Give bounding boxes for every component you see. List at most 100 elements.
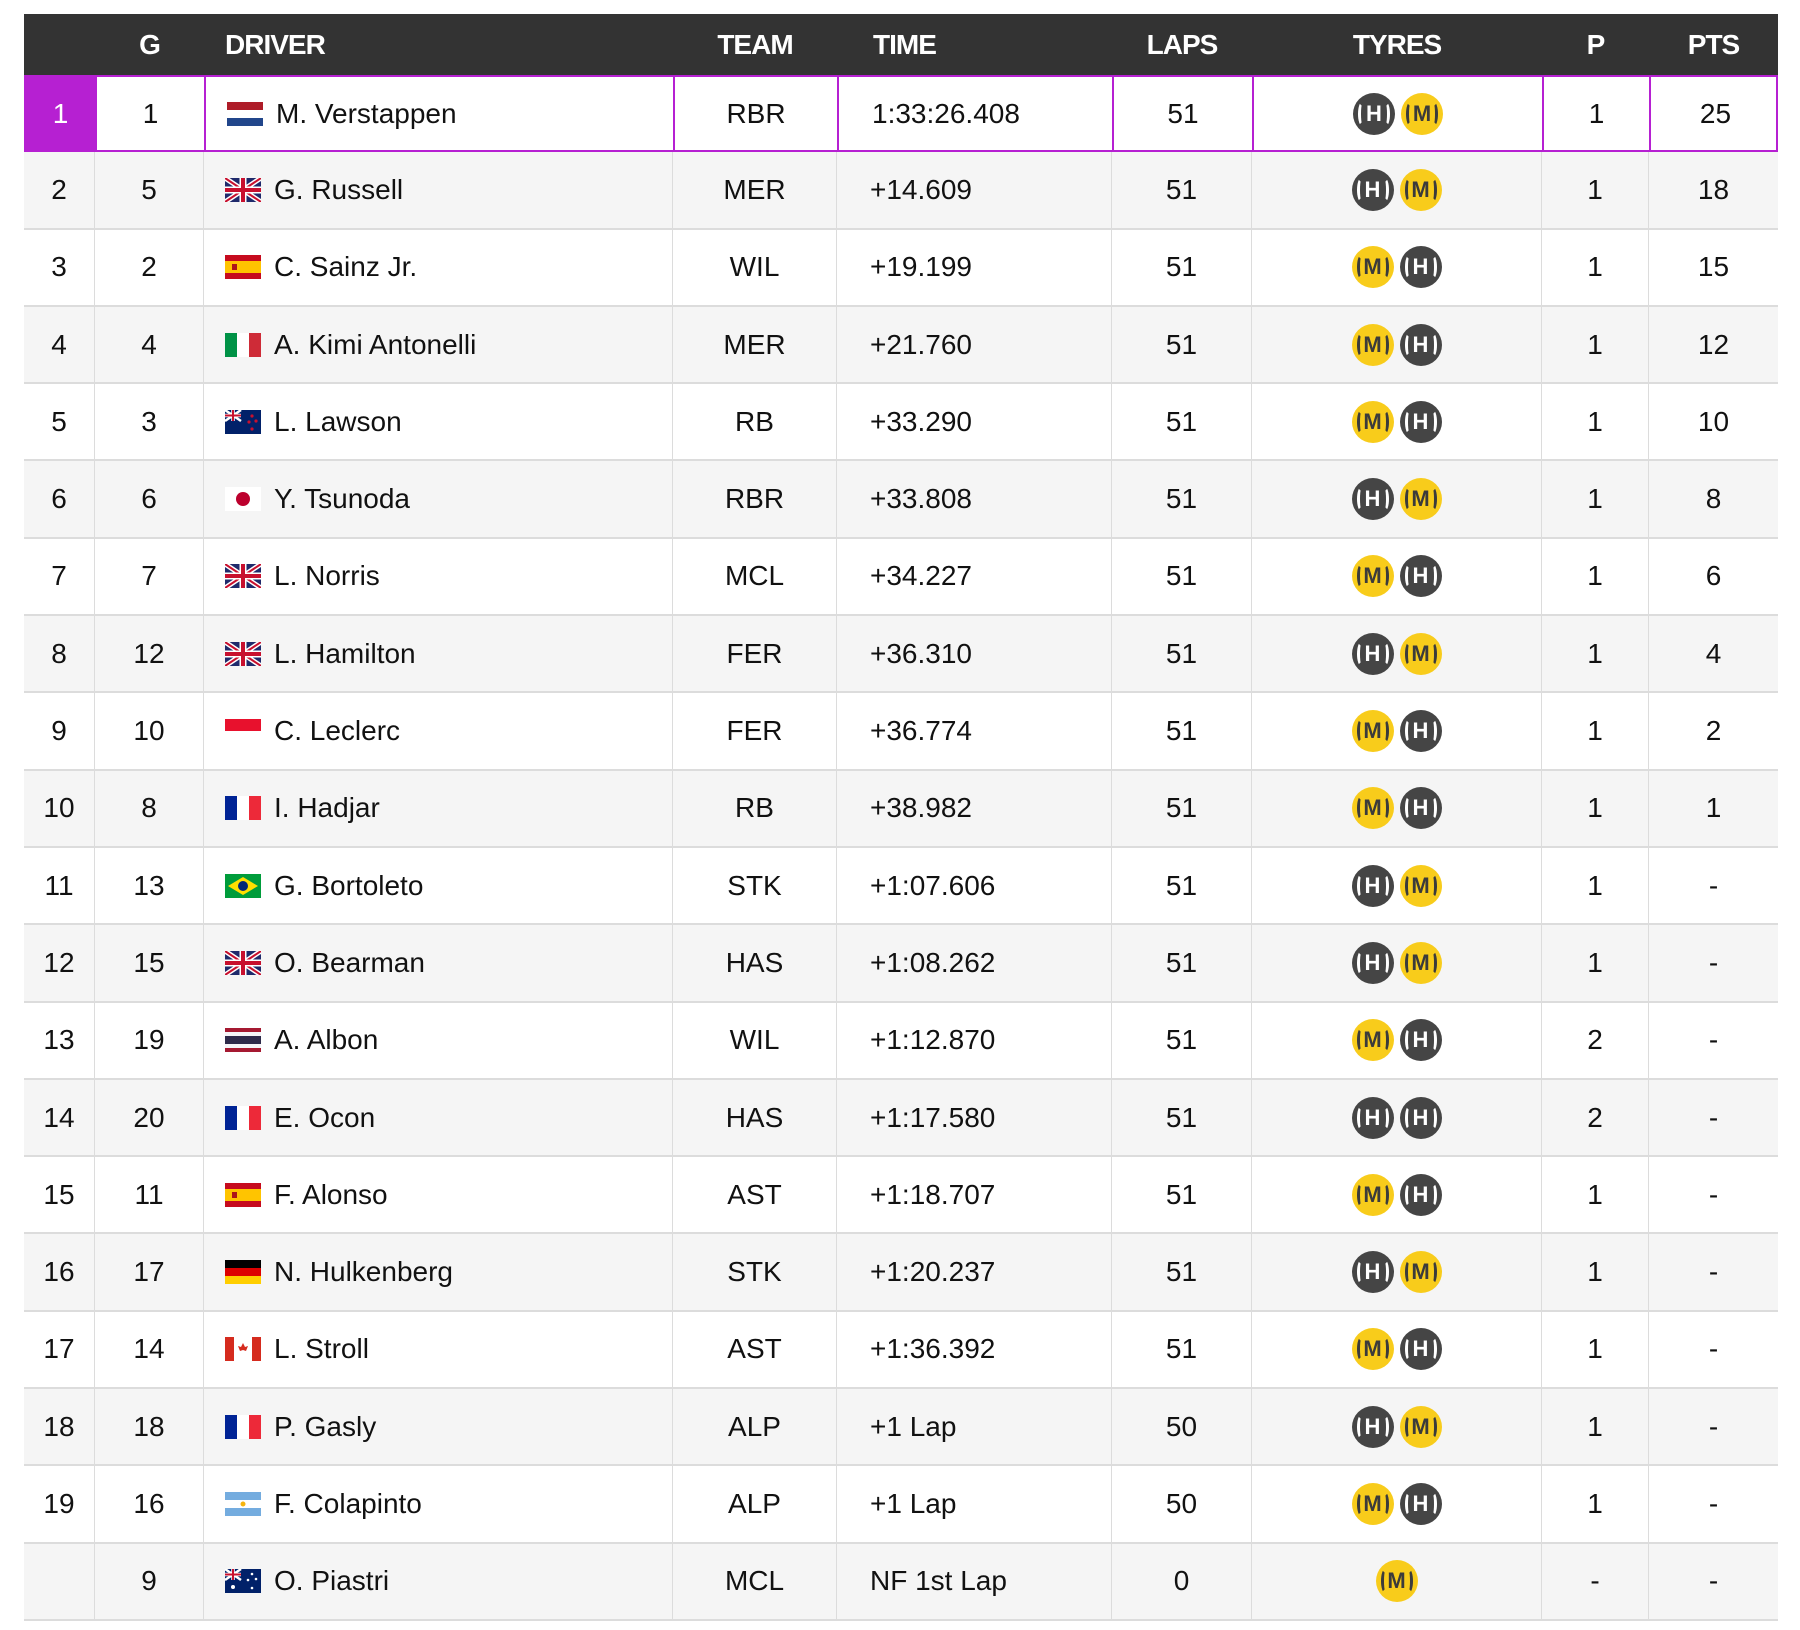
flag-fr-icon xyxy=(225,1105,261,1130)
laps: 51 xyxy=(1112,925,1252,1001)
points: - xyxy=(1708,1487,1719,1519)
table-row[interactable]: 3 2 C. Sainz Jr. WIL +19.199 51 M H 1 15 xyxy=(24,229,1778,307)
driver-name[interactable]: E. Ocon xyxy=(274,1101,376,1133)
driver-cell: Y. Tsunoda xyxy=(204,461,673,537)
pit-stops: 1 xyxy=(1542,1157,1649,1233)
driver-name[interactable]: Y. Tsunoda xyxy=(274,483,410,515)
laps: 51 xyxy=(1112,770,1252,846)
grid-position: 13 xyxy=(95,847,204,924)
driver-name[interactable]: F. Colapinto xyxy=(274,1487,422,1519)
table-row[interactable]: 18 18 P. Gasly ALP +1 Lap 50 H M 1- xyxy=(24,1389,1778,1467)
flag-ca-icon xyxy=(225,1337,261,1362)
flag-jp-icon xyxy=(225,487,261,512)
medium-tyre-icon: M xyxy=(1351,1173,1394,1216)
driver-name[interactable]: P. Gasly xyxy=(274,1410,377,1442)
header-pits[interactable]: P xyxy=(1586,28,1606,60)
pit-stops: 1 xyxy=(1542,1389,1649,1465)
table-row[interactable]: 16 17 N. Hulkenberg STK +1:20.237 51 H M 1- xyxy=(24,1234,1778,1312)
driver-name[interactable]: G. Russell xyxy=(274,173,404,205)
medium-tyre-icon: M xyxy=(1399,168,1442,211)
table-row[interactable]: 19 16 F. Colapinto ALP +1 Lap 50 M H 1- xyxy=(24,1466,1778,1544)
medium-tyre-icon: M xyxy=(1351,555,1394,598)
header-time[interactable]: TIME xyxy=(873,28,937,60)
driver-name[interactable]: L. Stroll xyxy=(274,1333,369,1365)
driver-name[interactable]: O. Piastri xyxy=(274,1565,390,1597)
table-row[interactable]: 8 12 L. Hamilton FER +36.310 51 H M 1 4 xyxy=(24,616,1778,694)
driver-name[interactable]: I. Hadjar xyxy=(274,792,380,824)
table-row[interactable]: 7 7 L. Norris MCL +34.227 51 M H 1 6 xyxy=(24,538,1778,617)
driver-name[interactable]: M. Verstappen xyxy=(276,97,457,129)
table-row[interactable]: 17 14 L. Stroll AST +1:36.392 51 M H 1- xyxy=(24,1311,1778,1390)
race-time: +1:08.262 xyxy=(837,925,1112,1001)
table-row[interactable]: 5 3 L. Lawson RB +33.290 51 M H 1 10 xyxy=(24,384,1778,462)
team: STK xyxy=(673,847,837,924)
points: 25 xyxy=(1699,97,1732,129)
position: 8 xyxy=(24,616,95,692)
driver-name[interactable]: C. Sainz Jr. xyxy=(274,251,418,283)
driver-name[interactable]: L. Hamilton xyxy=(274,637,416,669)
table-row[interactable]: 9 O. Piastri MCL NF 1st Lap 0 M - - xyxy=(24,1543,1778,1621)
header-grid[interactable]: G xyxy=(139,28,161,60)
table-row[interactable]: 4 4 A. Kimi Antonelli MER +21.760 51 M H 1 12 xyxy=(24,306,1778,385)
header-laps[interactable]: LAPS xyxy=(1146,28,1219,60)
race-time: +36.774 xyxy=(837,693,1112,769)
medium-tyre-icon: M xyxy=(1351,1328,1394,1371)
driver-name[interactable]: L. Norris xyxy=(274,560,380,592)
position: 9 xyxy=(24,693,95,769)
driver-name[interactable]: N. Hulkenberg xyxy=(274,1256,453,1288)
driver-name[interactable]: A. Kimi Antonelli xyxy=(274,328,477,360)
driver-cell: G. Bortoleto xyxy=(204,847,673,924)
race-time: +1 Lap xyxy=(837,1389,1112,1465)
race-time: +33.808 xyxy=(837,461,1112,537)
grid-position: 5 xyxy=(95,152,204,228)
table-row[interactable]: 1 1 M. Verstappen RBR 1:33:26.408 51 H M 1 25 xyxy=(24,75,1778,153)
grid-position: 20 xyxy=(95,1079,204,1156)
grid-position: 18 xyxy=(95,1389,204,1465)
driver-cell: A. Kimi Antonelli xyxy=(204,306,673,383)
position: 18 xyxy=(24,1389,95,1465)
driver-name[interactable]: A. Albon xyxy=(274,1024,379,1056)
race-time: +14.609 xyxy=(837,152,1112,228)
hard-tyre-icon: H xyxy=(1399,555,1442,598)
driver-name[interactable]: G. Bortoleto xyxy=(274,869,424,901)
grid-position: 9 xyxy=(95,1543,204,1619)
table-row[interactable]: 12 15 O. Bearman HAS +1:08.262 51 H M 1- xyxy=(24,925,1778,1003)
race-time: +1:12.870 xyxy=(837,1002,1112,1078)
header-team[interactable]: TEAM xyxy=(717,28,793,60)
driver-name[interactable]: F. Alonso xyxy=(274,1178,388,1210)
grid-position: 17 xyxy=(95,1234,204,1310)
table-row[interactable]: 2 5 G. Russell MER +14.609 51 H M 1 18 xyxy=(24,152,1778,230)
table-row[interactable]: 14 20 E. Ocon HAS +1:17.580 51 H H 2- xyxy=(24,1079,1778,1158)
table-row[interactable]: 10 8 I. Hadjar RB +38.982 51 M H 1 1 xyxy=(24,770,1778,848)
grid-position: 3 xyxy=(95,384,204,460)
flag-it-icon xyxy=(225,332,261,357)
points: 10 xyxy=(1697,405,1730,437)
driver-cell: E. Ocon xyxy=(204,1079,673,1156)
driver-name[interactable]: C. Leclerc xyxy=(274,715,401,747)
position: 17 xyxy=(24,1311,95,1388)
table-row[interactable]: 13 19 A. Albon WIL +1:12.870 51 M H 2- xyxy=(24,1002,1778,1080)
pit-stops: 1 xyxy=(1542,693,1649,769)
race-time: 1:33:26.408 xyxy=(839,77,1114,151)
table-row[interactable]: 15 11 F. Alonso AST +1:18.707 51 M H 1- xyxy=(24,1157,1778,1235)
driver-cell: C. Leclerc xyxy=(204,693,673,769)
table-row[interactable]: 9 10 C. Leclerc FER +36.774 51 M H 1 2 xyxy=(24,693,1778,771)
flag-es-icon xyxy=(225,1182,261,1207)
position: 14 xyxy=(24,1079,95,1156)
pit-stops: 1 xyxy=(1542,152,1649,228)
driver-name[interactable]: L. Lawson xyxy=(274,405,402,437)
header-driver[interactable]: DRIVER xyxy=(225,28,326,60)
grid-position: 15 xyxy=(95,925,204,1001)
table-row[interactable]: 11 13 G. Bortoleto STK +1:07.606 51 H M 1- xyxy=(24,847,1778,926)
race-time: +33.290 xyxy=(837,384,1112,460)
race-time: +1:17.580 xyxy=(837,1079,1112,1156)
header-pts[interactable]: PTS xyxy=(1687,28,1740,60)
hard-tyre-icon: H xyxy=(1351,1096,1394,1139)
driver-name[interactable]: O. Bearman xyxy=(274,946,425,978)
points: 6 xyxy=(1705,560,1722,592)
table-row[interactable]: 6 6 Y. Tsunoda RBR +33.808 51 H M 1 8 xyxy=(24,461,1778,539)
